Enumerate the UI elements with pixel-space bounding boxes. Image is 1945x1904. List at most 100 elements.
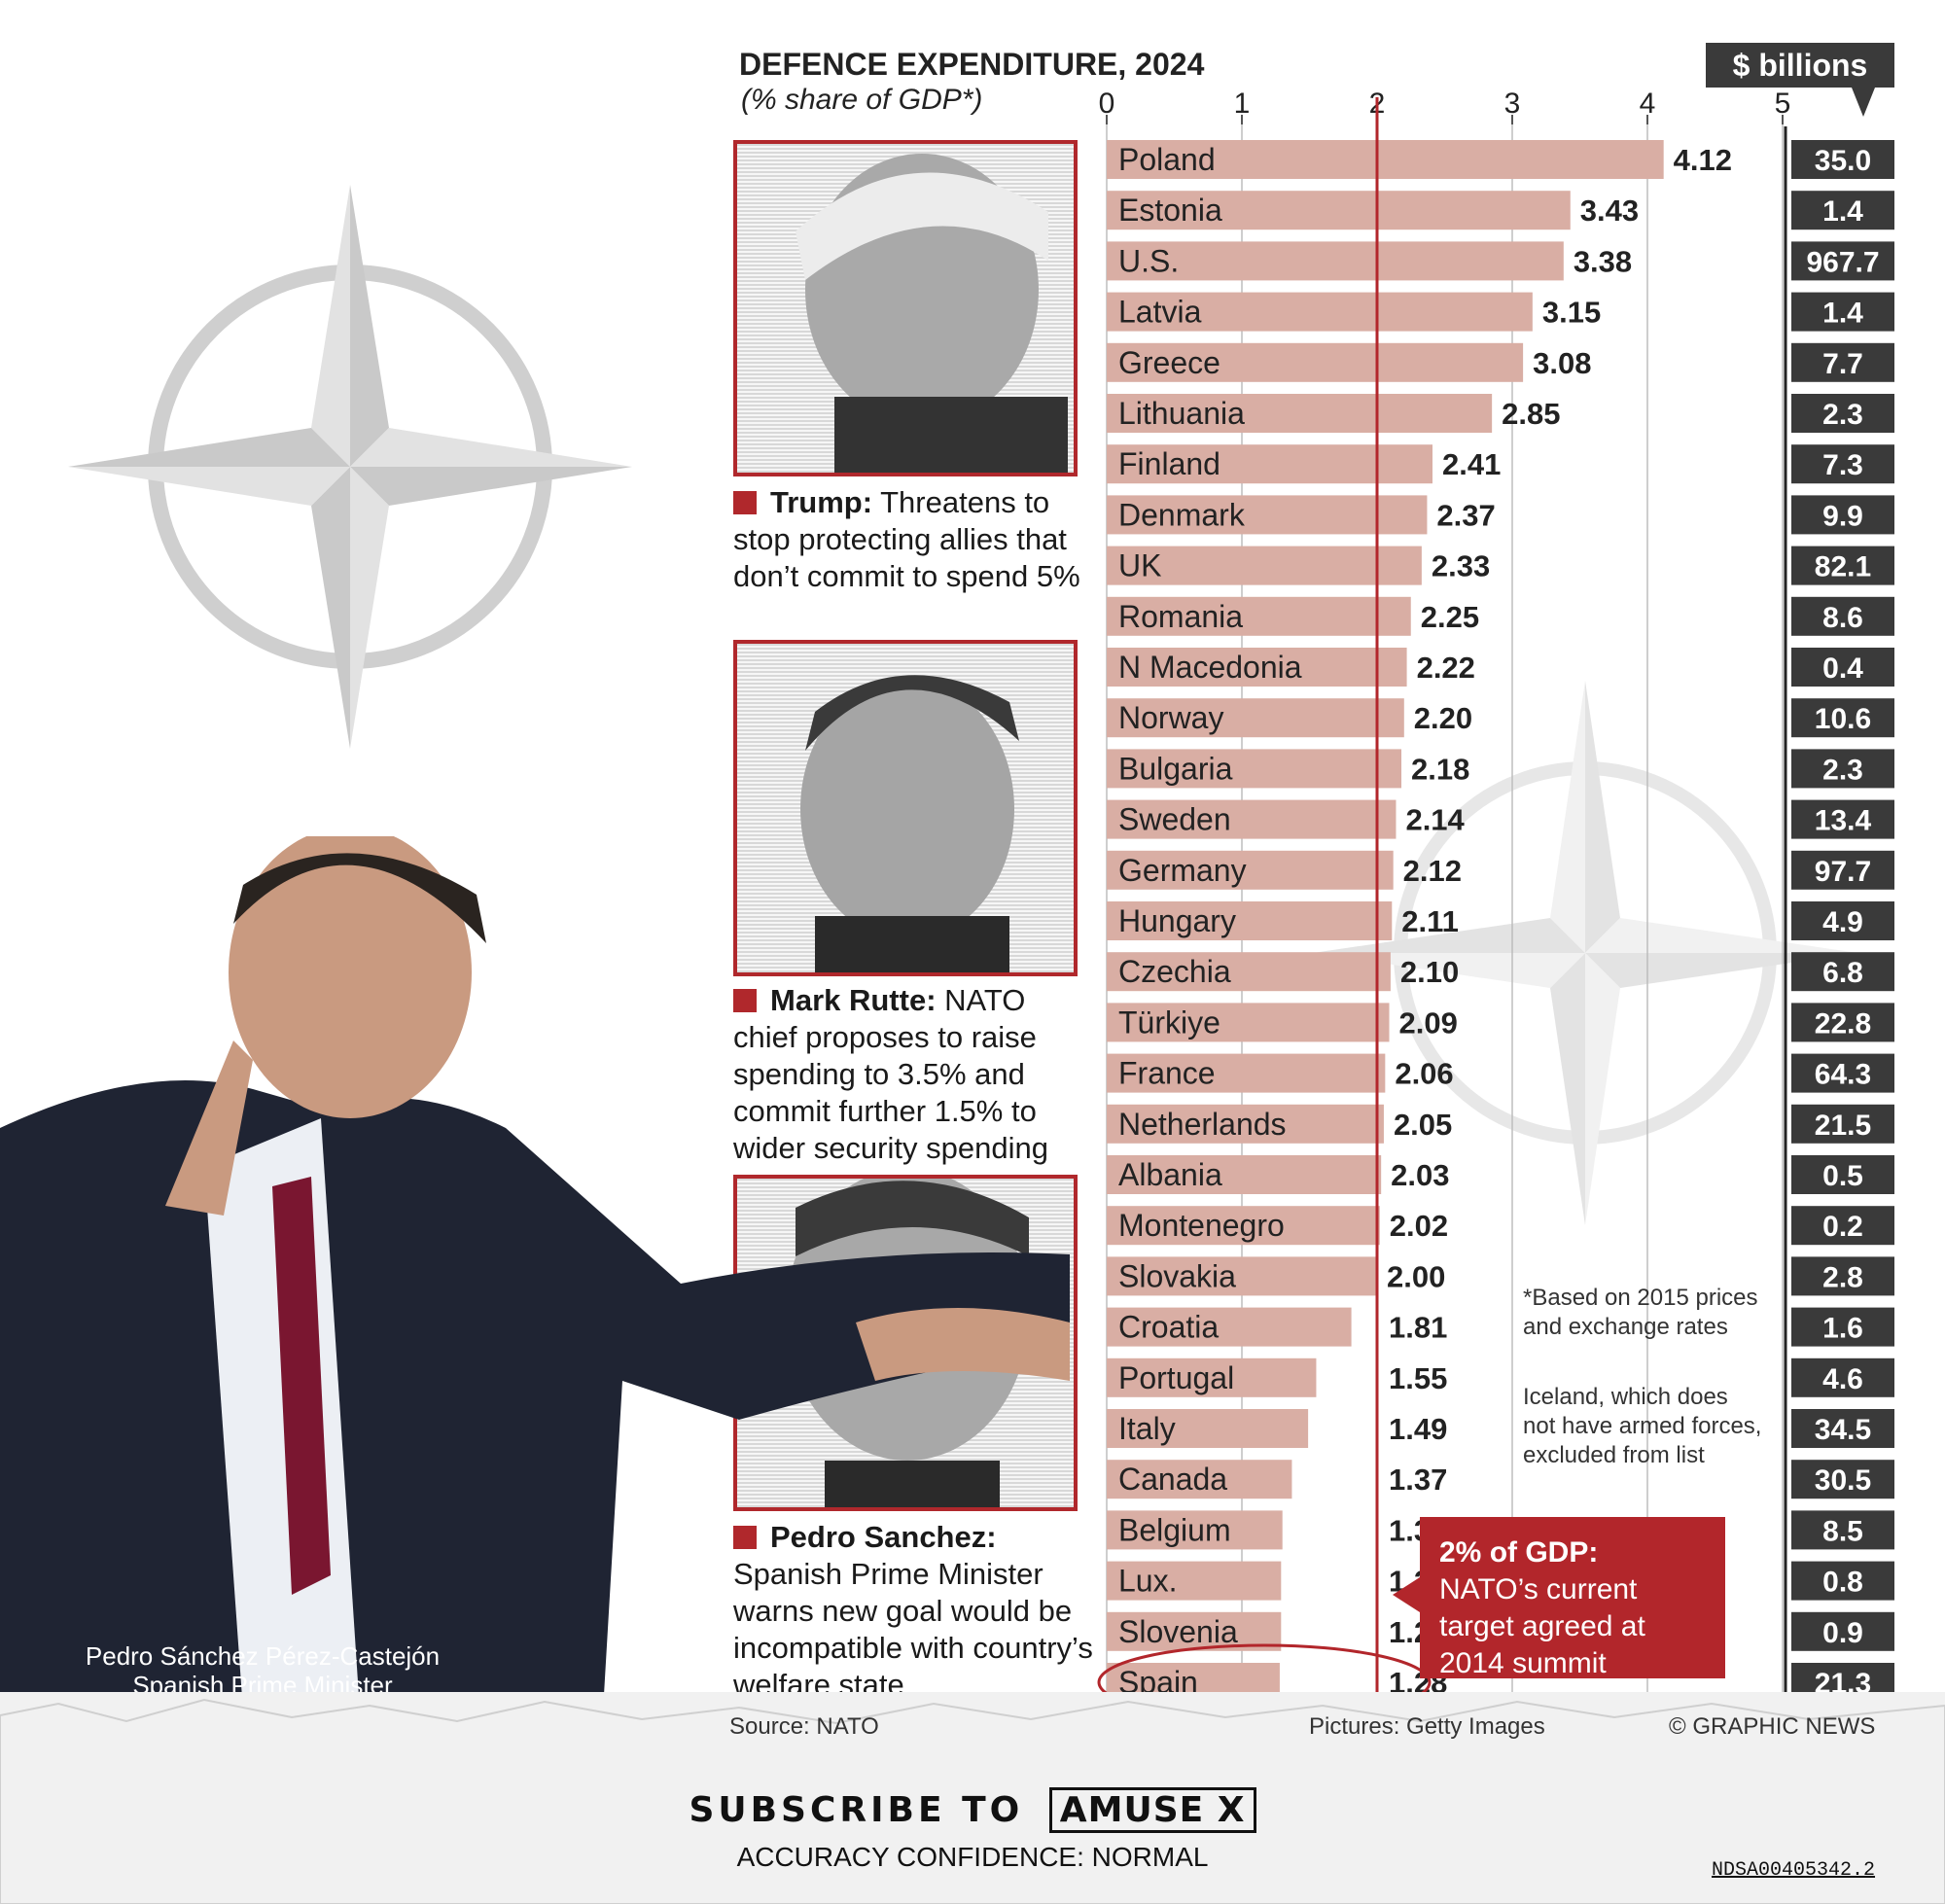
- caption-text: Threatens to stop protecting allies that…: [733, 485, 1080, 593]
- caption-text: Spanish Prime Minister warns new goal wo…: [733, 1557, 1093, 1702]
- subscribe-banner[interactable]: SUBSCRIBE TO AMUSE X: [0, 1787, 1945, 1833]
- value-label: 2.12: [1403, 854, 1462, 888]
- billions-badge-cell: [1791, 648, 1894, 687]
- billions-value: 1.4: [1822, 298, 1863, 330]
- value-label: 2.02: [1390, 1209, 1448, 1243]
- value-label: 3.43: [1580, 194, 1639, 228]
- billions-value: 0.4: [1822, 652, 1863, 685]
- bar: [1107, 342, 1524, 382]
- billions-badge: $ billions: [1706, 43, 1894, 88]
- bar: [1107, 952, 1391, 992]
- billions-badge-cell: [1791, 241, 1894, 281]
- document-id: NDSA00405342.2: [1712, 1859, 1876, 1882]
- bar: [1107, 394, 1493, 433]
- billions-value: 82.1: [1815, 551, 1871, 583]
- billions-badge-cell: [1791, 1561, 1894, 1601]
- value-label: 2.14: [1405, 803, 1465, 837]
- value-label: 2.00: [1387, 1259, 1445, 1293]
- bar: [1107, 850, 1394, 890]
- bullet-square-icon: [733, 1526, 757, 1549]
- billions-value: 0.8: [1822, 1567, 1863, 1599]
- billions-value: 8.6: [1822, 602, 1863, 634]
- caption-text: NATO chief proposes to raise spending to…: [733, 983, 1048, 1165]
- value-label: 4.12: [1674, 143, 1732, 177]
- x-tick-label: 1: [1234, 88, 1251, 120]
- billions-value: 10.6: [1815, 703, 1871, 735]
- billions-badge-cell: [1791, 952, 1894, 992]
- billions-badge-cell: [1791, 1409, 1894, 1448]
- billions-badge-cell: [1791, 1256, 1894, 1296]
- value-label: 1.55: [1389, 1361, 1447, 1395]
- callout-pointer-icon: [1393, 1577, 1420, 1612]
- photo-trump: [733, 140, 1078, 476]
- bar: [1107, 1307, 1352, 1347]
- pictures-credit: Pictures: Getty Images: [1309, 1713, 1545, 1740]
- billions-badge-cell: [1791, 749, 1894, 789]
- billions-value: 7.3: [1822, 449, 1863, 481]
- bar: [1107, 1053, 1386, 1093]
- category-label: Denmark: [1118, 497, 1246, 532]
- caption-name: Pedro Sanchez:: [770, 1520, 997, 1554]
- bar: [1107, 648, 1407, 687]
- category-label: Finland: [1118, 446, 1220, 481]
- billions-value: 0.9: [1822, 1617, 1863, 1649]
- billions-value: 0.5: [1822, 1160, 1863, 1192]
- accuracy-label: ACCURACY CONFIDENCE: NORMAL: [736, 1842, 1209, 1872]
- torn-paper-footer: [0, 1692, 1945, 1904]
- value-label: 1.37: [1389, 1463, 1447, 1497]
- category-label: Greece: [1118, 345, 1220, 380]
- brand-logo[interactable]: AMUSE X: [1048, 1787, 1256, 1833]
- value-label: 2.22: [1417, 651, 1475, 685]
- caption-rutte: Mark Rutte: NATO chief proposes to raise…: [733, 982, 1093, 1167]
- bar: [1107, 1256, 1377, 1296]
- value-label: 2.25: [1421, 600, 1479, 634]
- category-label: Croatia: [1118, 1310, 1219, 1345]
- category-label: Estonia: [1118, 193, 1222, 228]
- bar: [1107, 749, 1402, 789]
- value-label: 3.08: [1533, 346, 1591, 380]
- category-label: U.S.: [1118, 243, 1179, 278]
- value-label: 2.10: [1400, 955, 1459, 989]
- billions-badge-cell: [1791, 901, 1894, 940]
- billions-badge-cell: [1791, 1003, 1894, 1042]
- bar: [1107, 698, 1404, 738]
- billions-value: 34.5: [1815, 1414, 1871, 1446]
- billions-badge-cell: [1791, 850, 1894, 890]
- billions-value: 30.5: [1815, 1464, 1871, 1497]
- footnote-iceland: Iceland, which does not have armed force…: [1523, 1384, 1762, 1468]
- billions-value: 8.5: [1822, 1515, 1863, 1547]
- category-label: Romania: [1118, 599, 1243, 634]
- category-label: Lux.: [1118, 1564, 1177, 1599]
- category-label: Portugal: [1118, 1360, 1234, 1395]
- value-label: 2.20: [1414, 701, 1472, 735]
- category-label: Hungary: [1118, 903, 1236, 938]
- source-text: Source: NATO: [729, 1713, 879, 1740]
- bar: [1107, 241, 1564, 281]
- billions-badge-cell: [1791, 1357, 1894, 1397]
- bar: [1107, 1155, 1382, 1194]
- target-text: NATO’s current target agreed at 2014 sum…: [1439, 1573, 1645, 1679]
- billions-value: 1.6: [1822, 1313, 1863, 1345]
- category-label: UK: [1118, 548, 1161, 583]
- billions-badge-cell: [1791, 1307, 1894, 1347]
- billions-badge-cell: [1791, 596, 1894, 636]
- category-label: Türkiye: [1118, 1005, 1220, 1040]
- x-tick-label: 3: [1504, 88, 1521, 120]
- billions-badge-cell: [1791, 1104, 1894, 1144]
- category-label: Czechia: [1118, 954, 1231, 989]
- bar: [1107, 799, 1397, 839]
- billions-arrow-icon: [1852, 88, 1875, 117]
- nato-emblem-icon: [68, 185, 632, 749]
- billions-badge-cell: [1791, 191, 1894, 230]
- bar: [1107, 1510, 1283, 1550]
- billions-value: 0.2: [1822, 1211, 1863, 1243]
- billions-badge-cell: [1791, 394, 1894, 433]
- billions-value: 2.8: [1822, 1261, 1863, 1293]
- value-label: 1.49: [1389, 1412, 1447, 1446]
- billions-badge-cell: [1791, 1611, 1894, 1651]
- face-icon: [800, 675, 1019, 972]
- bullet-square-icon: [733, 491, 757, 514]
- billions-badge-cell: [1791, 1155, 1894, 1194]
- value-label: 2.06: [1395, 1057, 1453, 1091]
- person-name: Pedro Sánchez Pérez-Castejón: [85, 1641, 441, 1671]
